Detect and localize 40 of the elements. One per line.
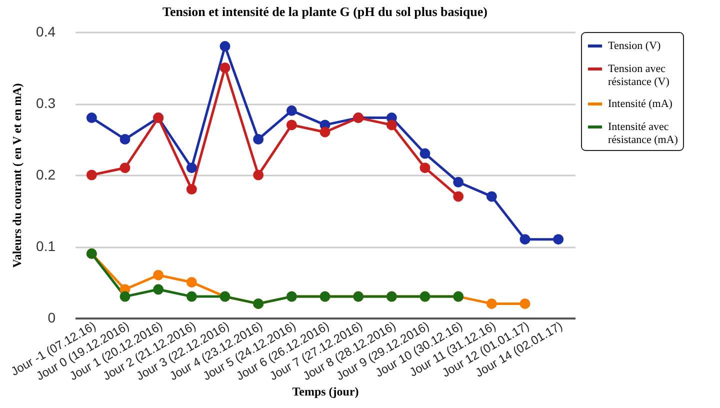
legend-label: Intensité avec résistance (mA): [608, 121, 678, 146]
point: [320, 126, 330, 138]
point: [486, 191, 497, 202]
point: [220, 41, 230, 52]
y-tick-label: 0.2: [36, 166, 56, 182]
y-tick-label: 0.1: [36, 238, 56, 254]
point: [186, 184, 197, 195]
point: [286, 105, 297, 116]
point: [120, 291, 130, 302]
point: [86, 170, 97, 180]
point: [520, 298, 530, 309]
point: [420, 148, 430, 159]
point: [453, 176, 464, 188]
point: [186, 162, 197, 174]
legend-label: Intensité (mA): [608, 98, 673, 110]
chart-title: Tension et intensité de la plante G (pH du sol plus basique): [162, 4, 488, 19]
point: [453, 191, 464, 202]
point: [186, 277, 197, 288]
legend-label: Tension avec résistance (V): [608, 63, 670, 88]
point: [420, 162, 430, 174]
point: [220, 62, 230, 73]
point: [153, 284, 164, 295]
point: [120, 162, 130, 174]
point: [286, 120, 297, 130]
y-axis-title: Valeurs du courant ( en V et en mA): [10, 83, 24, 268]
y-tick-label: 0.4: [36, 24, 56, 40]
point: [153, 270, 164, 280]
x-axis-title: Temps (jour): [292, 384, 359, 398]
point: [253, 134, 264, 144]
legend-label: Tension (V): [608, 40, 662, 52]
point: [520, 234, 530, 245]
point: [86, 112, 97, 124]
y-tick-label: 0.3: [36, 95, 56, 111]
point: [486, 298, 497, 309]
point: [186, 291, 197, 302]
point: [120, 134, 130, 144]
y-tick-label: 0: [48, 310, 56, 326]
point: [253, 170, 264, 180]
point: [553, 234, 564, 245]
point: [386, 120, 397, 130]
